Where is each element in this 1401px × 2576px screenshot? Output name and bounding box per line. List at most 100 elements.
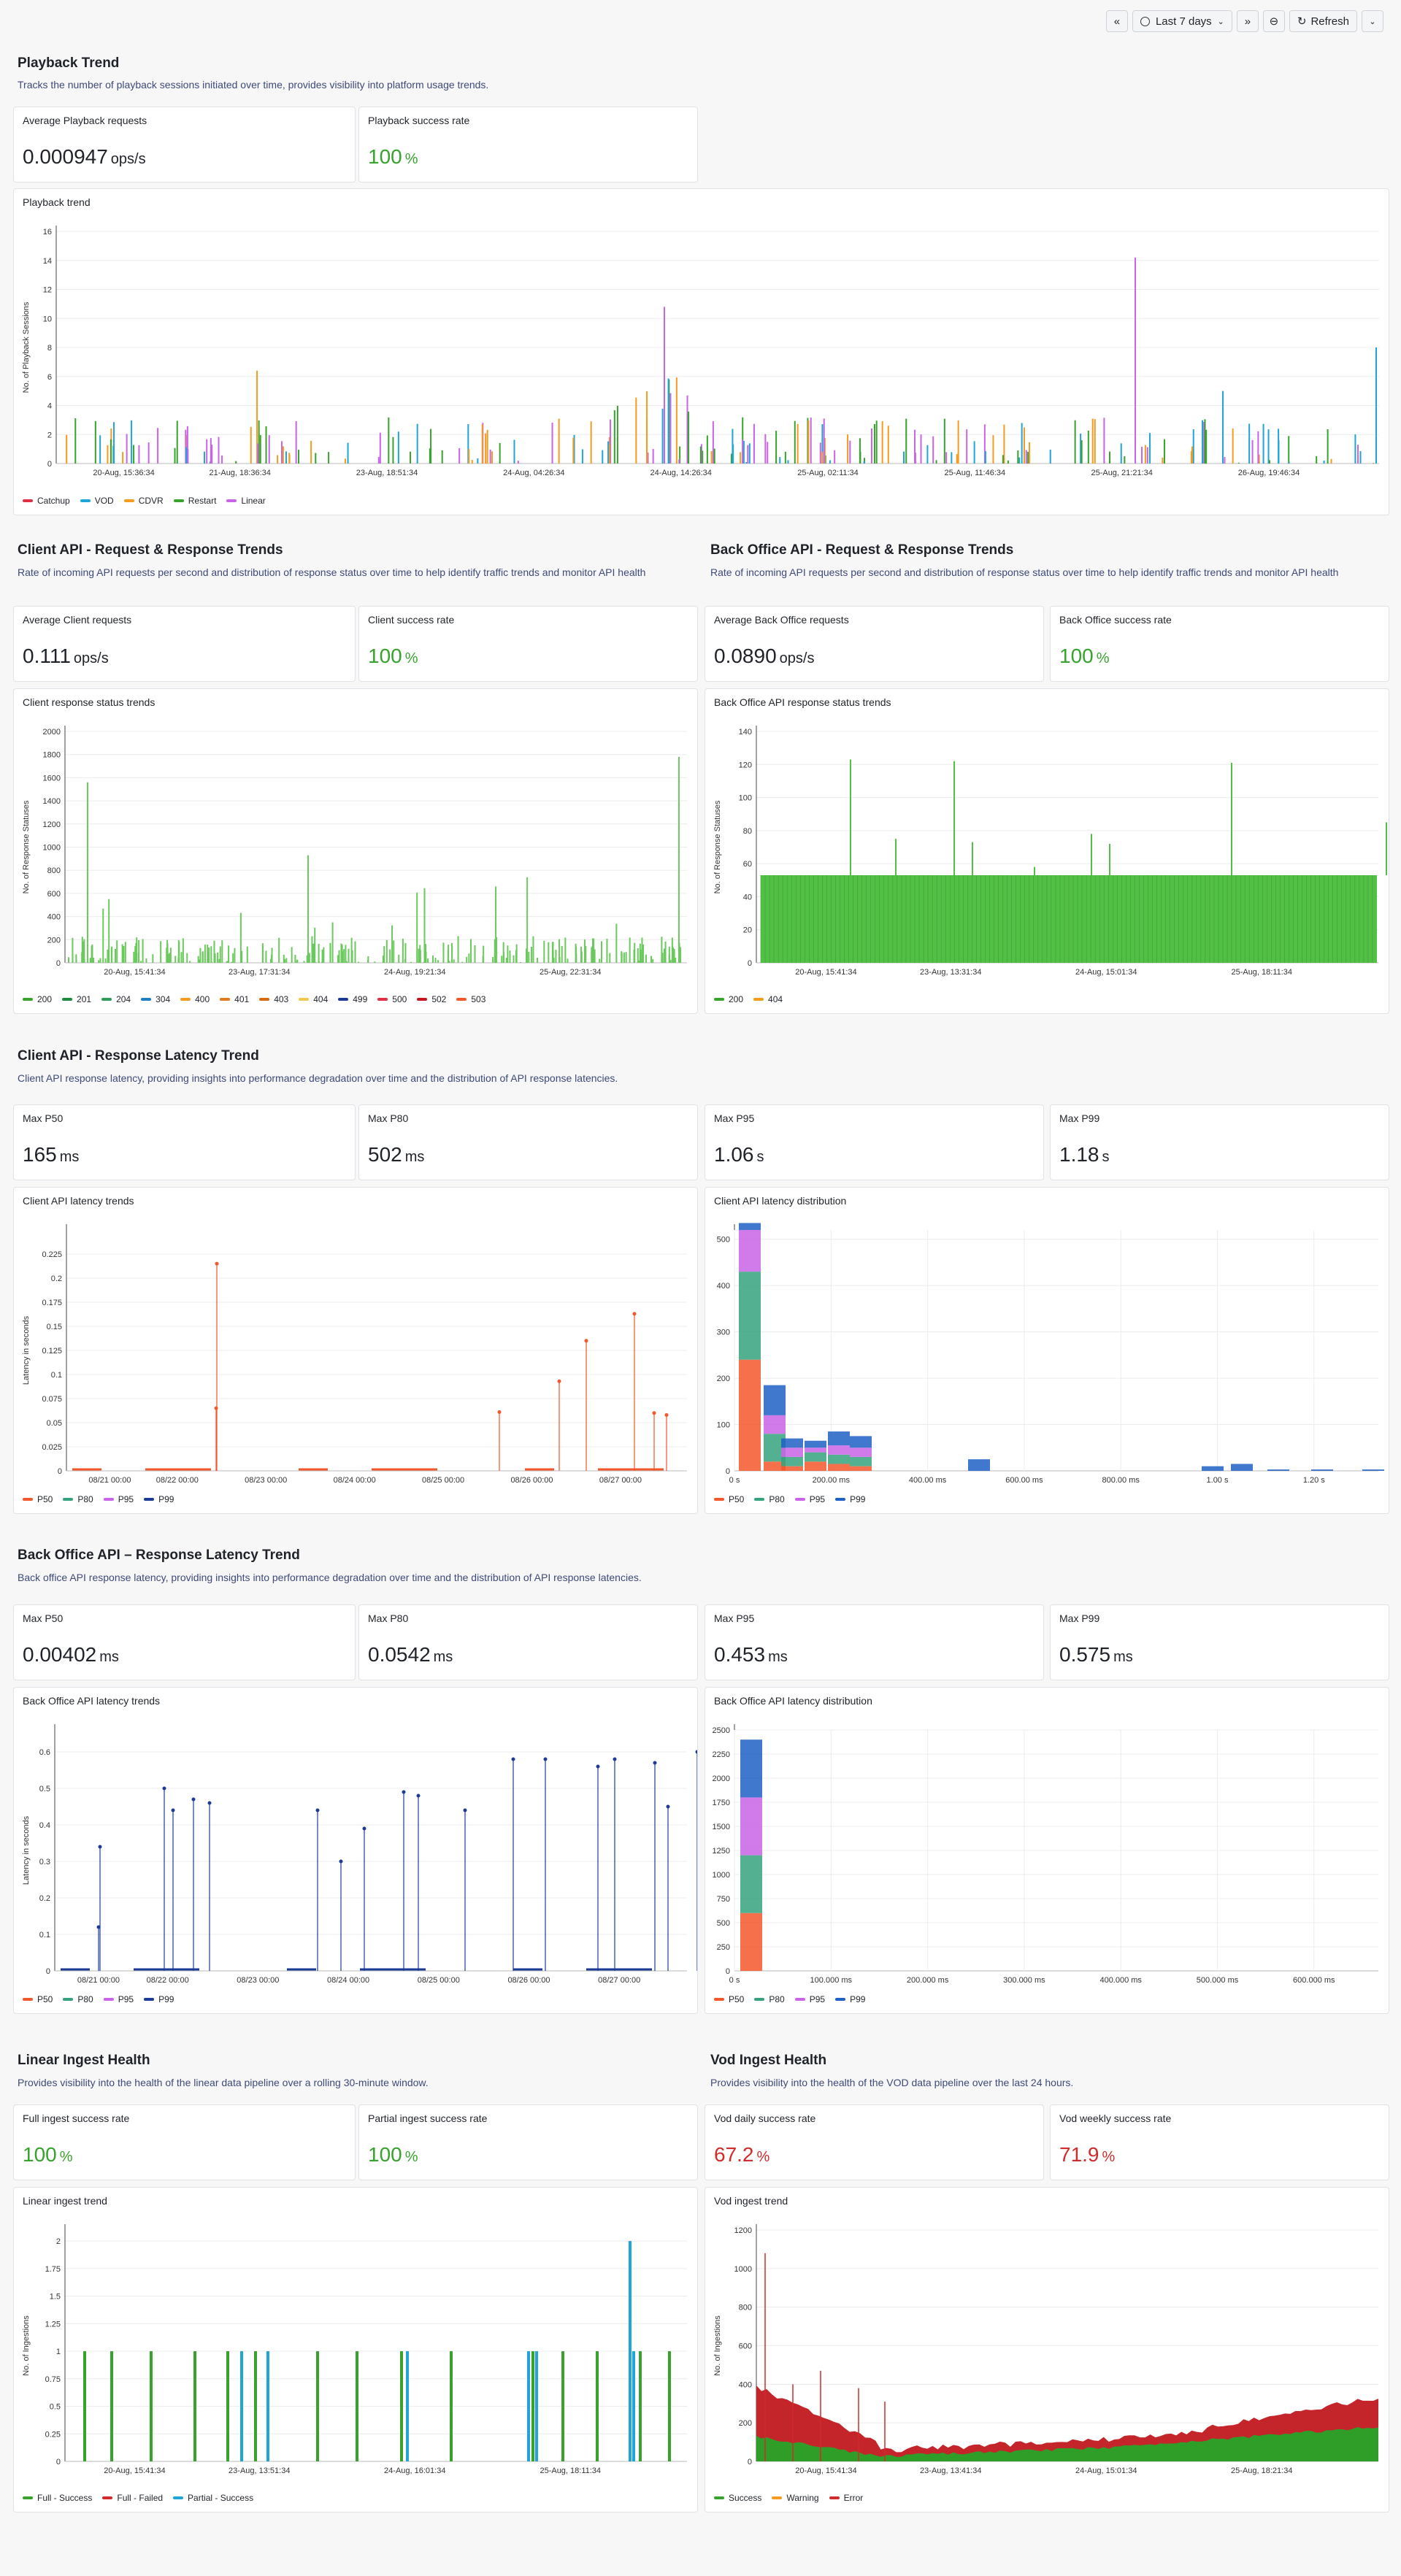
legend-item[interactable]: 400 xyxy=(180,994,210,1004)
chart-legend: P50 P80 P95 P99 xyxy=(714,1494,865,1504)
legend-item[interactable]: Restart xyxy=(173,496,216,506)
legend-item[interactable]: P95 xyxy=(103,1994,134,2004)
legend-item[interactable]: Error xyxy=(829,2493,863,2503)
legend-item[interactable]: P99 xyxy=(144,1494,174,1504)
bar xyxy=(174,447,176,464)
legend-item[interactable]: Linear xyxy=(226,496,266,506)
legend-item[interactable]: 502 xyxy=(417,994,446,1004)
legend-item[interactable]: 200 xyxy=(23,994,52,1004)
y-tick-label: 0 xyxy=(47,460,52,469)
bar xyxy=(1203,421,1205,464)
time-range-picker[interactable]: Last 7 days ⌄ xyxy=(1132,10,1232,32)
legend-item[interactable]: Success xyxy=(714,2493,761,2503)
legend-item[interactable]: 200 xyxy=(714,994,743,1004)
bar xyxy=(397,431,399,464)
x-tick-label: 20-Aug, 15:41:34 xyxy=(104,968,165,977)
legend-item[interactable]: VOD xyxy=(80,496,114,506)
bar xyxy=(590,421,592,464)
legend-label: P50 xyxy=(37,1494,53,1504)
chart-legend: 200 201 204 304 400 401 403 404 499 500 502 503 xyxy=(23,994,485,1004)
bar xyxy=(323,947,325,963)
bo-p80-value: 0.0542 ms xyxy=(368,1643,453,1666)
bar xyxy=(483,945,485,963)
bar xyxy=(356,2351,358,2461)
bar xyxy=(753,423,755,464)
legend-item[interactable]: P95 xyxy=(794,1994,825,2004)
legend-item[interactable]: P99 xyxy=(144,1994,174,2004)
refresh-button[interactable]: ↻ Refresh xyxy=(1289,10,1357,32)
y-tick-label: 0.175 xyxy=(42,1299,62,1307)
bar xyxy=(166,947,168,963)
legend-item[interactable]: 503 xyxy=(456,994,485,1004)
y-axis-label: No. of Ingestions xyxy=(713,2315,722,2376)
zoom-out-button[interactable]: ⊖ xyxy=(1262,10,1285,32)
panel-title: Back Office API response status trends xyxy=(714,696,891,708)
data-point xyxy=(652,1411,656,1415)
bar xyxy=(983,424,986,464)
bar xyxy=(732,428,734,464)
legend-item[interactable]: P80 xyxy=(63,1994,93,2004)
panel-title: Client API latency trends xyxy=(23,1195,134,1207)
linear-ingest-description: Provides visibility into the health of t… xyxy=(18,2077,429,2088)
y-axis-label: Latency in seconds xyxy=(22,1815,31,1885)
legend-item[interactable]: Partial - Success xyxy=(173,2493,253,2503)
y-tick-label: 2 xyxy=(47,431,52,439)
legend-item[interactable]: P80 xyxy=(754,1994,785,2004)
legend-swatch xyxy=(456,998,467,1001)
legend-item[interactable]: Warning xyxy=(772,2493,819,2503)
legend-item[interactable]: P99 xyxy=(835,1494,865,1504)
bo-latency-description: Back office API response latency, provid… xyxy=(18,1572,642,1583)
legend-label: 503 xyxy=(471,994,486,1004)
bar xyxy=(957,420,959,464)
bar xyxy=(458,447,461,464)
bar xyxy=(82,941,85,963)
legend-swatch xyxy=(23,1498,33,1501)
bar xyxy=(308,953,310,963)
legend-item[interactable]: Full - Failed xyxy=(102,2493,163,2503)
bar xyxy=(610,419,612,464)
legend-item[interactable]: P80 xyxy=(754,1494,785,1504)
legend-item[interactable]: P50 xyxy=(23,1994,53,2004)
legend-item[interactable]: Catchup xyxy=(23,496,70,506)
legend-item[interactable]: 404 xyxy=(299,994,328,1004)
data-point xyxy=(632,1312,637,1316)
bar xyxy=(559,939,561,963)
shift-back-button[interactable]: « xyxy=(1105,10,1128,32)
bar xyxy=(491,451,493,464)
legend-item[interactable]: 500 xyxy=(377,994,407,1004)
x-tick-label: 24-Aug, 15:01:34 xyxy=(1075,968,1137,977)
bar xyxy=(201,951,204,963)
legend-item[interactable]: P95 xyxy=(794,1494,825,1504)
legend-item[interactable]: P95 xyxy=(103,1494,134,1504)
legend-label: 403 xyxy=(274,994,289,1004)
legend-item[interactable]: CDVR xyxy=(123,496,164,506)
legend-item[interactable]: P80 xyxy=(63,1494,93,1504)
legend-item[interactable]: Full - Success xyxy=(23,2493,92,2503)
client-latency-dist-panel: Client API latency distribution 0 100 200 3… xyxy=(705,1187,1389,1514)
legend-item[interactable]: 304 xyxy=(141,994,170,1004)
legend-item[interactable]: P50 xyxy=(714,1494,744,1504)
refresh-interval-button[interactable]: ⌄ xyxy=(1362,10,1383,32)
bar xyxy=(341,944,343,963)
y-tick-label: 400 xyxy=(47,913,61,922)
bar xyxy=(613,410,615,464)
y-tick-label: 800 xyxy=(739,2304,752,2312)
legend-item[interactable]: P50 xyxy=(23,1494,53,1504)
legend-item[interactable]: 204 xyxy=(101,994,131,1004)
bar xyxy=(528,951,530,963)
legend-item[interactable]: P50 xyxy=(714,1994,744,2004)
legend-item[interactable]: P99 xyxy=(835,1994,865,2004)
legend-item[interactable]: 499 xyxy=(338,994,367,1004)
legend-swatch xyxy=(714,1498,724,1501)
histogram-bar xyxy=(805,1440,826,1448)
bar xyxy=(115,948,117,963)
legend-item[interactable]: 404 xyxy=(753,994,783,1004)
y-tick-label: 0.125 xyxy=(42,1347,62,1356)
bar xyxy=(637,947,639,963)
legend-item[interactable]: 401 xyxy=(220,994,249,1004)
bar xyxy=(679,446,681,464)
shift-forward-button[interactable]: » xyxy=(1236,10,1259,32)
partial-ingest-value: 100% xyxy=(368,2143,418,2166)
legend-item[interactable]: 403 xyxy=(259,994,288,1004)
legend-item[interactable]: 201 xyxy=(62,994,91,1004)
